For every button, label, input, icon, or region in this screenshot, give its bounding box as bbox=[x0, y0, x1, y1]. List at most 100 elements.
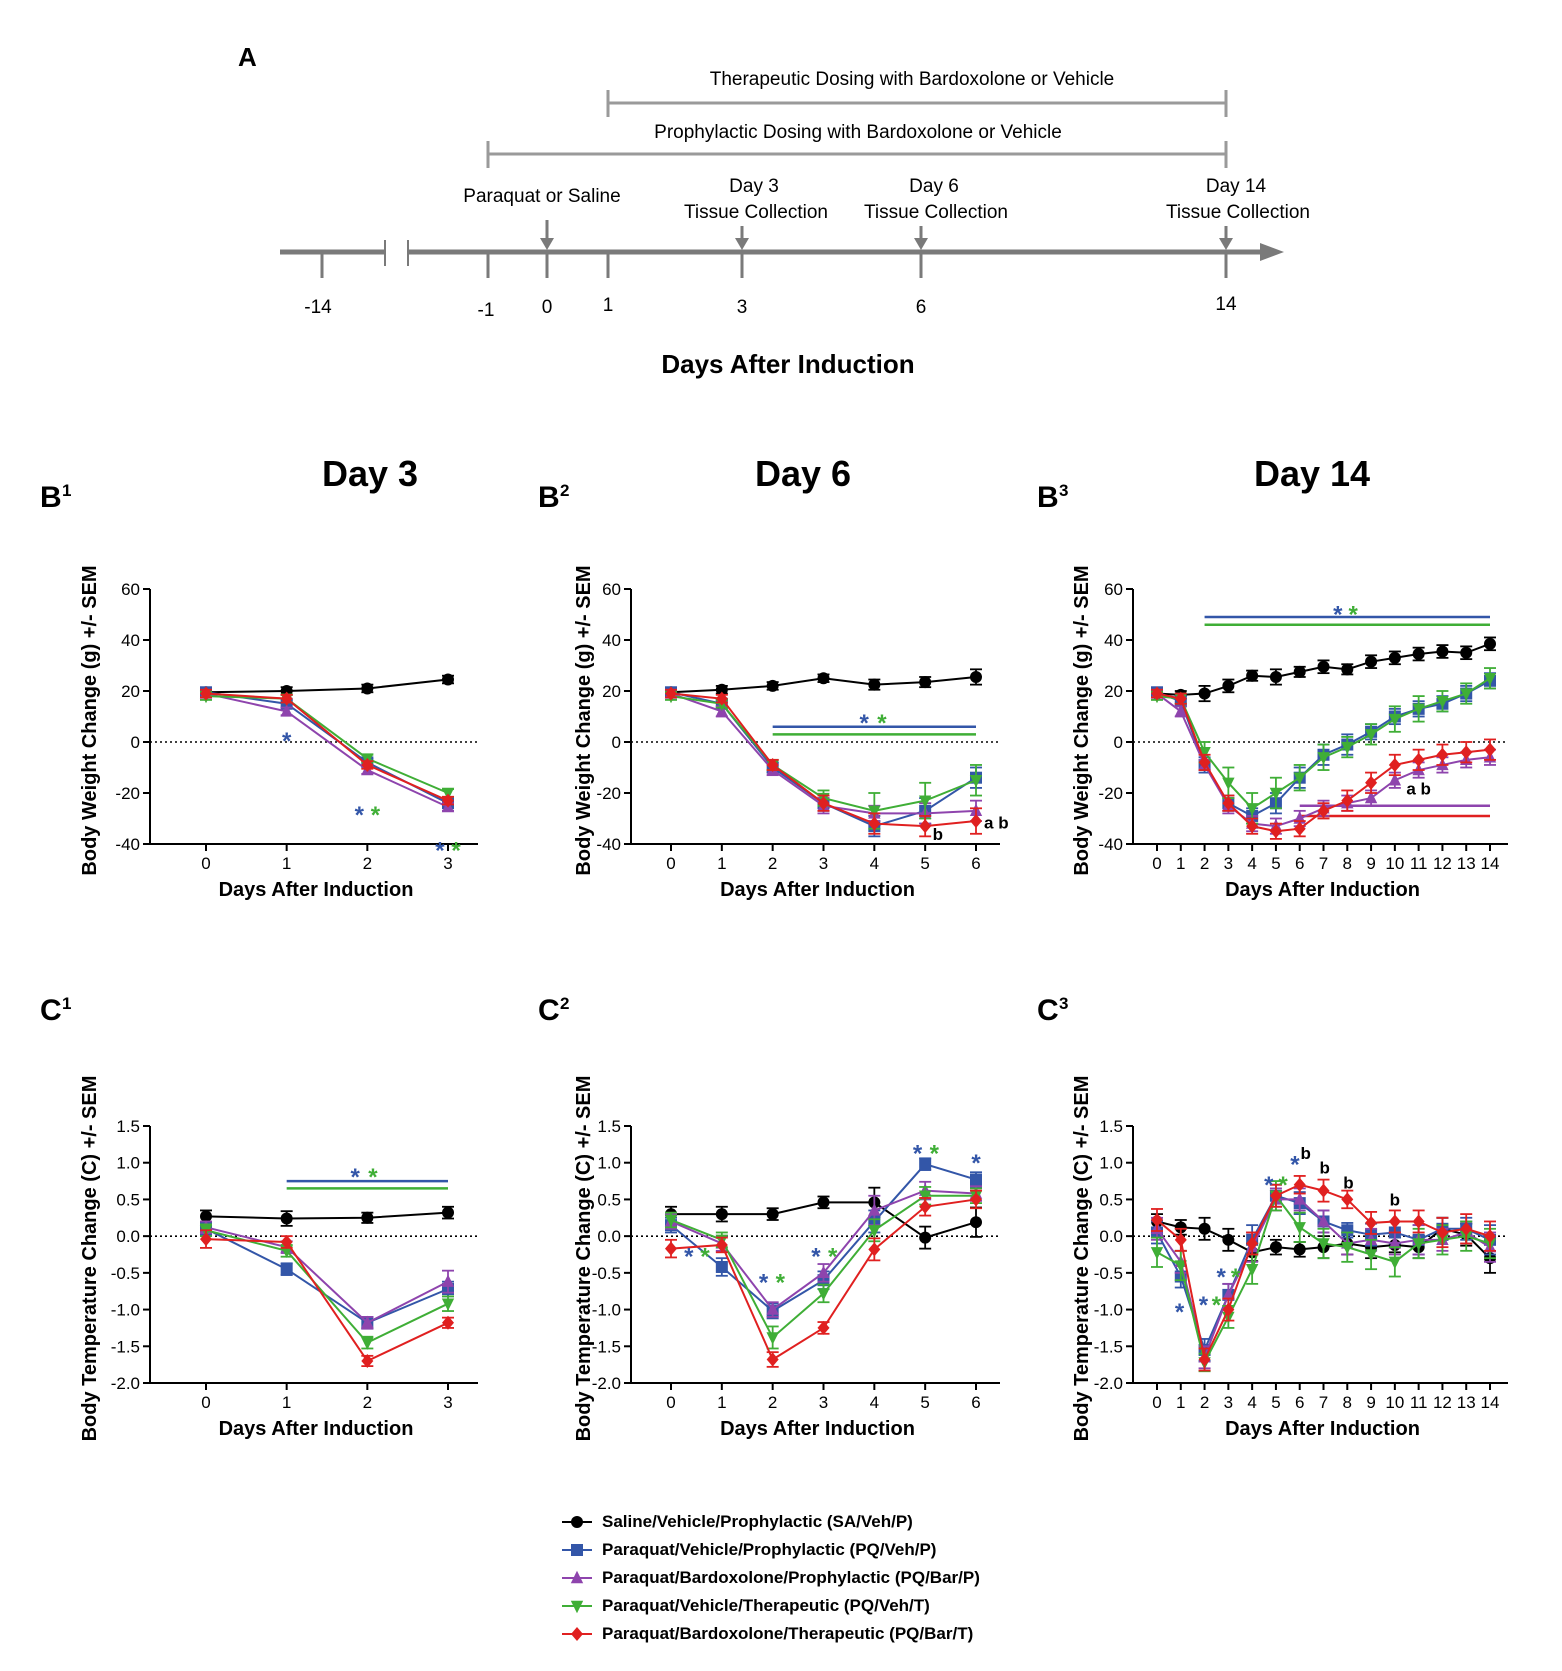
y-tick-label: 1.0 bbox=[597, 1154, 621, 1173]
data-point bbox=[200, 1232, 212, 1247]
data-point bbox=[1364, 1232, 1378, 1246]
panel-label-sup-C2: 2 bbox=[560, 994, 569, 1013]
significance-star: * bbox=[971, 1150, 981, 1177]
y-tick-label: 40 bbox=[602, 631, 621, 650]
data-point bbox=[442, 673, 454, 686]
series-PQBT bbox=[665, 686, 982, 838]
data-point bbox=[1222, 679, 1235, 692]
y-tick-label: -1.5 bbox=[111, 1337, 140, 1356]
significance-letter: b bbox=[933, 825, 943, 844]
x-tick-label: 3 bbox=[443, 854, 452, 873]
data-point bbox=[970, 1216, 982, 1229]
data-point bbox=[919, 1199, 932, 1214]
y-tick-label: -1.0 bbox=[1094, 1301, 1123, 1320]
data-point bbox=[1246, 669, 1259, 682]
legend-marker bbox=[562, 1600, 592, 1614]
data-point bbox=[1222, 1302, 1235, 1317]
data-point bbox=[969, 775, 983, 788]
panel-label-sup-C3: 3 bbox=[1059, 994, 1068, 1013]
chart-C3: C 3-2.0-1.5-1.0-0.50.00.51.01.50 1 2 3 4 5 6 7 8 9… bbox=[1037, 994, 1508, 1441]
data-point bbox=[918, 1190, 932, 1203]
data-point bbox=[766, 1352, 779, 1367]
data-point bbox=[1412, 1214, 1425, 1229]
panel-label-B3: B bbox=[1037, 481, 1059, 514]
data-point bbox=[1269, 824, 1282, 839]
x-tick-label: 8 bbox=[1343, 1393, 1352, 1412]
significance-star: * bbox=[368, 1164, 378, 1191]
data-point bbox=[1222, 1233, 1235, 1246]
x-tick-label: 2 bbox=[363, 1393, 372, 1412]
legend-marker bbox=[562, 1570, 592, 1584]
panel-label-C1: C bbox=[40, 994, 62, 1027]
series-line bbox=[205, 691, 449, 805]
legend-item-PQVP: Paraquat/Vehicle/Prophylactic (PQ/Veh/P) bbox=[560, 1536, 980, 1564]
y-tick-label: -0.5 bbox=[592, 1264, 621, 1283]
y-tick-label: 0.5 bbox=[597, 1190, 621, 1209]
data-point bbox=[1198, 755, 1211, 770]
x-tick-label: 3 bbox=[819, 1393, 828, 1412]
y-tick-label: 40 bbox=[1104, 631, 1123, 650]
x-tick-label: 3 bbox=[1224, 854, 1233, 873]
data-point bbox=[280, 691, 293, 706]
x-tick-label: 5 bbox=[1271, 854, 1280, 873]
legend-symbol bbox=[571, 1544, 583, 1556]
x-tick-label: 2 bbox=[363, 854, 372, 873]
day6-sublabel: Tissue Collection bbox=[864, 202, 1008, 223]
x-axis-label: Days After Induction bbox=[720, 1418, 915, 1440]
data-point bbox=[1174, 1232, 1187, 1247]
day3-sublabel: Tissue Collection bbox=[684, 202, 828, 223]
panel-label-sup-C1: 1 bbox=[62, 994, 71, 1013]
x-tick-label: 6 bbox=[1295, 854, 1304, 873]
data-point bbox=[200, 1210, 212, 1223]
timeline-arrowhead bbox=[1260, 243, 1284, 261]
timeline-event-arrows bbox=[540, 220, 1233, 250]
y-tick-label: -40 bbox=[596, 835, 621, 854]
legend-label: Paraquat/Vehicle/Prophylactic (PQ/Veh/P) bbox=[602, 1540, 937, 1559]
data-point bbox=[1341, 1241, 1354, 1255]
data-point bbox=[919, 676, 932, 689]
data-point bbox=[1364, 790, 1378, 804]
timeline-tick-label: 0 bbox=[542, 297, 553, 318]
data-point bbox=[280, 704, 293, 717]
data-point bbox=[1460, 745, 1473, 760]
legend-marker bbox=[562, 1627, 592, 1641]
data-point bbox=[1317, 803, 1330, 818]
x-tick-label: 3 bbox=[819, 854, 828, 873]
data-point bbox=[766, 679, 779, 692]
data-point bbox=[919, 819, 932, 834]
data-point bbox=[1388, 1214, 1401, 1229]
series-PQVT bbox=[199, 690, 455, 801]
y-tick-label: 60 bbox=[602, 580, 621, 599]
panel-label-C3: C bbox=[1037, 994, 1059, 1027]
series-line bbox=[205, 695, 449, 794]
data-point bbox=[1341, 793, 1354, 808]
y-tick-label: -1.0 bbox=[592, 1301, 621, 1320]
data-point bbox=[715, 1208, 728, 1221]
significance-star: * bbox=[913, 1140, 923, 1167]
data-point bbox=[1388, 773, 1402, 786]
x-tick-label: 2 bbox=[1200, 1393, 1209, 1412]
y-tick-label: 0.0 bbox=[1099, 1227, 1123, 1246]
x-tick-label: 8 bbox=[1343, 854, 1352, 873]
significance-star: * bbox=[1290, 1152, 1300, 1179]
x-axis-label: Days After Induction bbox=[219, 1418, 414, 1440]
data-point bbox=[361, 1353, 374, 1368]
significance-star: * bbox=[859, 710, 869, 737]
significance-star: * bbox=[451, 838, 461, 865]
significance-star: * bbox=[1264, 1172, 1274, 1199]
data-point bbox=[817, 1196, 830, 1209]
significance-star: * bbox=[700, 1243, 710, 1270]
significance-star: * bbox=[684, 1243, 694, 1270]
data-point bbox=[1436, 645, 1449, 658]
x-axis-label: Days After Induction bbox=[219, 879, 414, 901]
x-tick-label: 12 bbox=[1433, 1393, 1452, 1412]
data-point bbox=[1388, 651, 1401, 664]
series-line bbox=[205, 1227, 449, 1324]
x-tick-label: 13 bbox=[1457, 1393, 1476, 1412]
data-point bbox=[868, 1203, 881, 1216]
y-tick-label: 20 bbox=[121, 682, 140, 701]
data-point bbox=[1269, 1241, 1282, 1254]
legend-marker bbox=[562, 1516, 592, 1528]
